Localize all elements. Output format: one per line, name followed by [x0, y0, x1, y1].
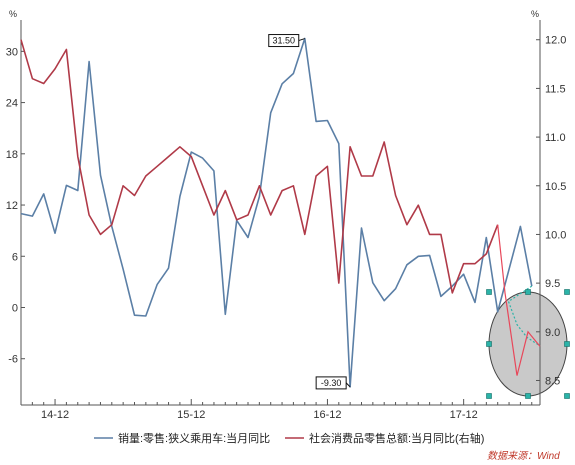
x-tick-label: 17-12 — [450, 409, 478, 421]
x-tick-label: 15-12 — [177, 409, 205, 421]
resize-handle[interactable] — [564, 289, 570, 295]
annotation-leader — [298, 38, 305, 42]
left-axis-unit: % — [9, 9, 17, 19]
series-line-2 — [20, 39, 499, 294]
right-tick-label: 10.5 — [545, 181, 566, 193]
right-tick-label: 8.5 — [545, 375, 560, 387]
resize-handle[interactable] — [486, 289, 492, 295]
left-tick-label: 6 — [12, 251, 18, 263]
legend-label-series-2: 社会消费品零售总额:当月同比(右轴) — [309, 431, 484, 445]
axes-group: % % — [9, 9, 541, 406]
annotation-leader — [345, 382, 351, 388]
right-tick-label: 9.0 — [545, 327, 560, 339]
left-tick-label: 12 — [6, 200, 18, 212]
annotation-box — [315, 376, 347, 390]
x-axis-ticks: 14-12 15-12 16-12 17-12 — [20, 399, 533, 421]
right-axis-ticks: 8.5 9.0 9.5 10.0 10.5 11.0 11.5 12.0 — [536, 35, 566, 387]
annotation-box — [268, 34, 300, 48]
x-tick-label: 16-12 — [313, 409, 341, 421]
annotation-label: -9.30 — [321, 378, 342, 388]
legend: 销量:零售:狭义乘用车:当月同比 社会消费品零售总额:当月同比(右轴) — [94, 431, 484, 445]
resize-handle[interactable] — [486, 393, 492, 399]
right-tick-label: 10.0 — [545, 229, 566, 241]
annotation-label: 31.50 — [272, 36, 295, 46]
series-line-1 — [20, 37, 533, 388]
left-tick-label: 30 — [6, 46, 18, 58]
resize-handle[interactable] — [525, 289, 531, 295]
series-extension-2 — [497, 224, 541, 376]
resize-handle[interactable] — [564, 393, 570, 399]
source-note: 数据来源：Wind — [487, 450, 560, 462]
right-tick-label: 12.0 — [545, 35, 566, 47]
selection-handles[interactable] — [486, 289, 570, 399]
left-tick-label: 0 — [12, 302, 18, 314]
resize-handle[interactable] — [486, 341, 492, 347]
series-extension-1 — [507, 285, 541, 347]
left-tick-label: 18 — [6, 149, 18, 161]
left-axis-ticks: -6 0 6 12 18 24 30 — [6, 46, 25, 366]
right-tick-label: 9.5 — [545, 278, 560, 290]
legend-label-series-1: 销量:零售:狭义乘用车:当月同比 — [118, 431, 270, 445]
resize-handle[interactable] — [564, 341, 570, 347]
series-layer — [20, 37, 541, 388]
x-tick-label: 14-12 — [41, 409, 69, 421]
right-axis-unit: % — [531, 9, 539, 19]
left-tick-label: -6 — [8, 354, 18, 366]
right-tick-label: 11.0 — [545, 132, 566, 144]
right-tick-label: 11.5 — [545, 83, 566, 95]
annotation-layer: 31.50 -9.30 — [268, 34, 351, 390]
resize-handle[interactable] — [525, 393, 531, 399]
left-tick-label: 24 — [6, 98, 18, 110]
